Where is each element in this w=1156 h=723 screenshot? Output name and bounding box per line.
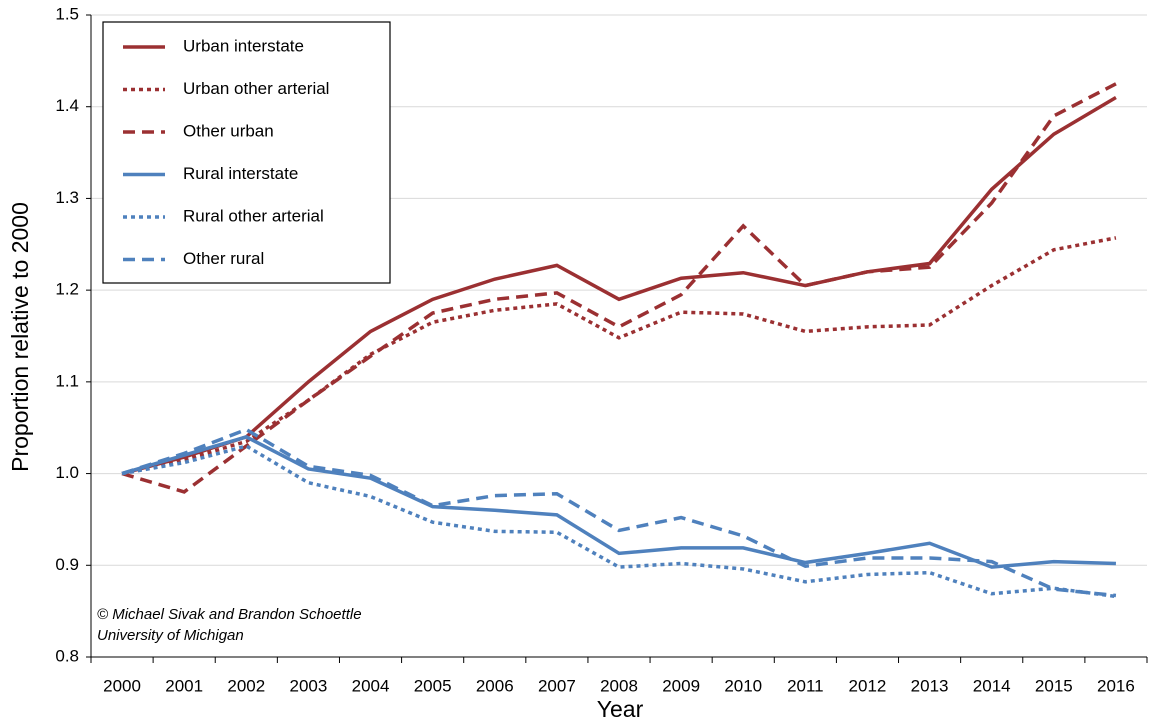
series-line: [121, 435, 1116, 569]
x-tick-label: 2008: [600, 676, 638, 695]
x-tick-label: 2005: [414, 676, 452, 695]
y-tick-label: 1.3: [55, 188, 79, 207]
legend-label: Other urban: [183, 121, 274, 140]
series-line: [121, 96, 1117, 476]
x-tick-label: 2010: [724, 676, 762, 695]
x-tick-label: 2009: [662, 676, 700, 695]
y-tick-label: 1.0: [55, 463, 79, 482]
y-tick-label: 0.8: [55, 646, 79, 665]
annotation: © Michael Sivak and Brandon Schoettle: [97, 606, 362, 623]
x-tick-label: 2014: [973, 676, 1011, 695]
x-axis-title: Year: [597, 696, 644, 722]
x-tick-label: 2013: [911, 676, 949, 695]
x-tick-label: 2012: [849, 676, 887, 695]
x-tick-label: 2004: [352, 676, 390, 695]
legend-label: Rural other arterial: [183, 206, 324, 225]
x-tick-label: 2015: [1035, 676, 1073, 695]
legend-label: Rural interstate: [183, 164, 298, 183]
x-tick-label: 2000: [103, 676, 141, 695]
series-line: [121, 444, 1117, 599]
series-line: [121, 82, 1117, 494]
y-tick-label: 0.9: [55, 555, 79, 574]
x-tick-label: 2006: [476, 676, 514, 695]
x-tick-label: 2003: [289, 676, 327, 695]
x-tick-label: 2001: [165, 676, 203, 695]
x-tick-label: 2007: [538, 676, 576, 695]
annotation: University of Michigan: [97, 627, 244, 644]
legend-label: Urban interstate: [183, 36, 304, 55]
legend-box: [102, 21, 391, 284]
y-tick-label: 1.2: [55, 280, 79, 299]
y-tick-label: 1.4: [55, 96, 79, 115]
y-tick-label: 1.5: [55, 4, 79, 23]
x-tick-label: 2011: [787, 676, 824, 695]
y-axis-title: Proportion relative to 2000: [7, 202, 33, 472]
series-line: [121, 427, 1117, 598]
legend-label: Urban other arterial: [183, 79, 329, 98]
y-tick-label: 1.1: [55, 371, 79, 390]
x-tick-label: 2016: [1097, 676, 1135, 695]
x-tick-label: 2002: [227, 676, 265, 695]
legend-label: Other rural: [183, 249, 264, 268]
